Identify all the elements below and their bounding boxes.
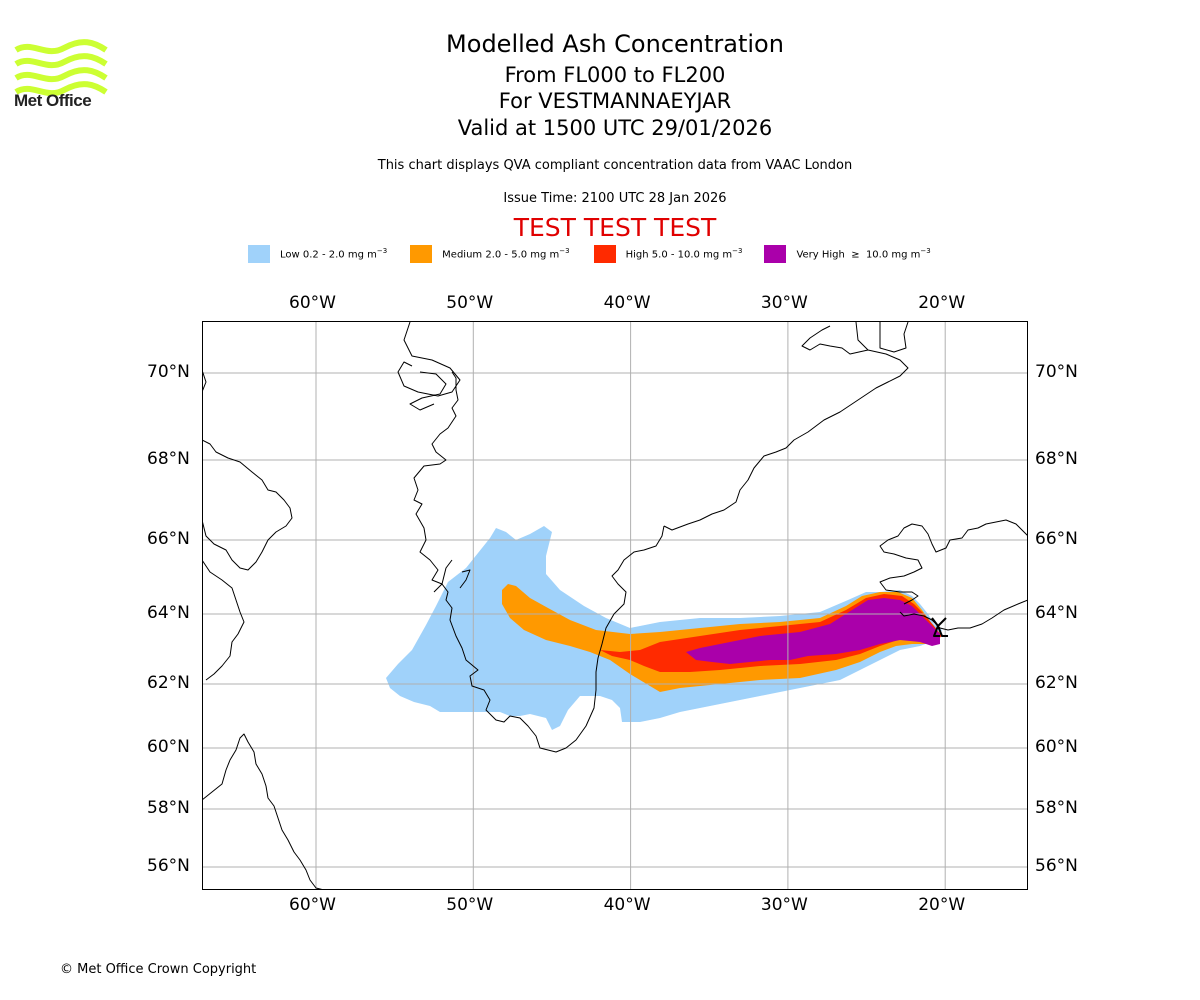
longitude-tick-label: 20°W — [918, 293, 966, 313]
legend-exp-low: −3 — [376, 247, 388, 256]
map-frame — [202, 321, 1028, 890]
legend: Low 0.2 - 2.0 mg m−3 Medium 2.0 - 5.0 mg… — [248, 244, 931, 264]
ash-concentration-map[interactable] — [202, 321, 1028, 890]
volcano-name: For VESTMANNAEYJAR — [498, 89, 732, 113]
latitude-tick-label: 60°N — [1035, 737, 1078, 757]
legend-item-low: Low 0.2 - 2.0 mg m−3 — [248, 245, 387, 263]
longitude-tick-label: 50°W — [446, 293, 494, 313]
ash-region-low — [386, 526, 942, 730]
chart-description: This chart displays QVA compliant concen… — [377, 158, 853, 173]
legend-exp-very-high: −3 — [920, 247, 931, 256]
longitude-tick-label: 60°W — [289, 895, 336, 915]
longitude-tick-label: 40°W — [603, 293, 651, 313]
longitude-tick-label: 50°W — [446, 895, 494, 915]
latitude-tick-label: 64°N — [1035, 603, 1078, 623]
legend-item-medium: Medium 2.0 - 5.0 mg m−3 — [410, 245, 570, 263]
volcano-marker — [931, 617, 948, 637]
legend-exp-high: −3 — [732, 247, 743, 256]
longitude-tick-label: 40°W — [603, 895, 651, 915]
legend-swatch-very-high — [764, 245, 787, 263]
latitude-tick-label: 68°N — [1035, 449, 1078, 469]
longitude-tick-label: 30°W — [760, 895, 808, 915]
coastline-baffin-island — [202, 369, 293, 681]
latitude-tick-label: 58°N — [147, 798, 190, 818]
latitude-tick-label: 62°N — [1035, 673, 1078, 693]
latitude-tick-label: 66°N — [147, 529, 190, 549]
latitude-tick-label: 62°N — [147, 673, 190, 693]
legend-label-high: High 5.0 - 10.0 mg m — [625, 249, 733, 261]
longitude-tick-label: 20°W — [918, 895, 966, 915]
test-banner: TEST TEST TEST — [513, 213, 717, 242]
latitude-tick-label: 64°N — [147, 603, 190, 623]
longitude-tick-label: 30°W — [760, 293, 808, 313]
legend-swatch-high — [593, 245, 616, 263]
issue-time: Issue Time: 2100 UTC 28 Jan 2026 — [503, 191, 727, 206]
coastline-greenland-east — [663, 321, 909, 531]
legend-label-very-high: Very High ≥ 10.0 mg m — [796, 249, 921, 261]
copyright: © Met Office Crown Copyright — [60, 962, 257, 977]
flight-level-range: From FL000 to FL200 — [504, 63, 726, 87]
latitude-tick-label: 56°N — [1035, 856, 1078, 876]
longitude-tick-label: 60°W — [289, 293, 336, 313]
coastline-greenland-west — [397, 321, 665, 753]
legend-item-high: High 5.0 - 10.0 mg m−3 — [593, 245, 743, 263]
latitude-tick-label: 66°N — [1035, 529, 1078, 549]
met-office-logo — [14, 39, 108, 97]
legend-label-medium: Medium 2.0 - 5.0 mg m — [442, 249, 560, 261]
latitude-tick-label: 70°N — [1035, 362, 1078, 382]
latitude-tick-label: 60°N — [147, 737, 190, 757]
chart-title: Modelled Ash Concentration — [446, 30, 784, 58]
latitude-tick-label: 56°N — [147, 856, 190, 876]
latitude-tick-label: 68°N — [147, 449, 190, 469]
met-office-logo-text: Met Office — [14, 91, 92, 110]
latitude-tick-label: 58°N — [1035, 798, 1078, 818]
legend-swatch-medium — [410, 245, 433, 263]
legend-item-very-high: Very High ≥ 10.0 mg m−3 — [764, 245, 931, 263]
coastline-iceland — [879, 519, 1028, 631]
legend-exp-medium: −3 — [559, 247, 570, 256]
valid-time: Valid at 1500 UTC 29/01/2026 — [457, 116, 773, 140]
latitude-tick-label: 70°N — [147, 362, 190, 382]
coastlines — [202, 321, 1028, 890]
legend-swatch-low — [248, 245, 270, 263]
legend-label-low: Low 0.2 - 2.0 mg m — [280, 249, 377, 261]
coastline-labrador — [202, 733, 325, 890]
graticule — [202, 321, 1028, 890]
